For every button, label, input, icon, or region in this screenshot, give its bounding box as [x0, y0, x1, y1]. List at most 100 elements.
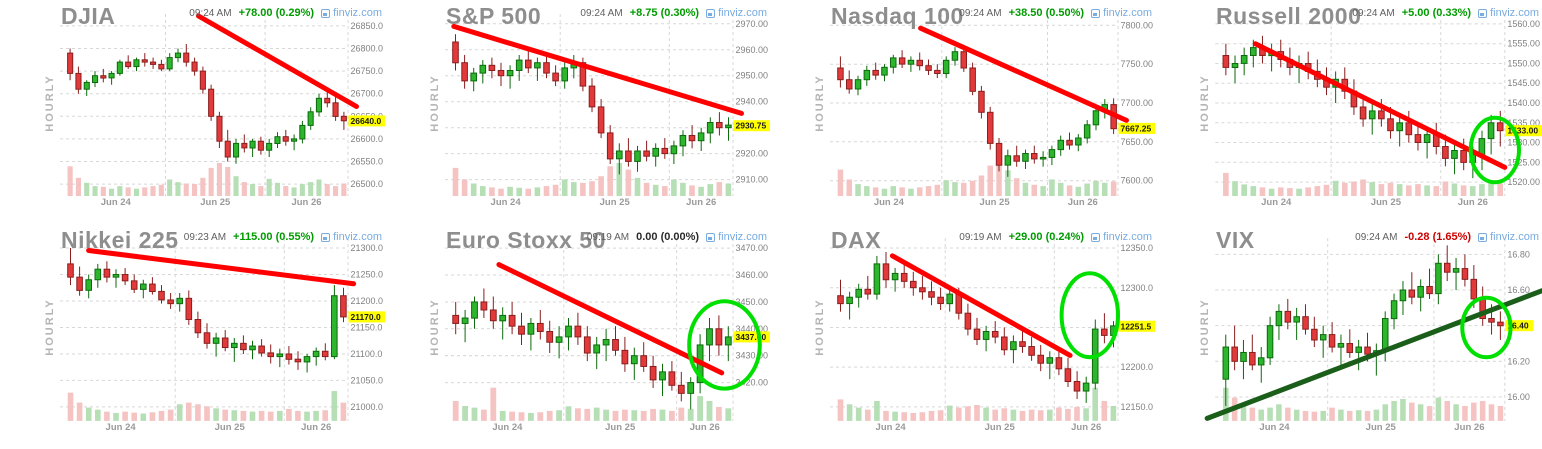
svg-text:2970.00: 2970.00	[736, 19, 769, 29]
quote-change: +38.50 (0.50%)	[1008, 7, 1085, 19]
price-chart[interactable]: 16.80 16.60 16.40 16.20 16.00 Jun 24 Jun 25 Jun…	[1155, 224, 1542, 449]
svg-text:3437.00: 3437.00	[736, 332, 767, 342]
quote-time: 09:24 AM	[1352, 7, 1395, 19]
svg-text:1533.00: 1533.00	[1507, 126, 1538, 136]
price-chart[interactable]: 21300.0 21250.0 21200.0 21150.0 21100.0 21050…	[0, 224, 385, 449]
svg-text:7800.00: 7800.00	[1121, 20, 1154, 30]
quote-time: 09:19 AM	[959, 231, 1002, 243]
svg-text:16.80: 16.80	[1507, 249, 1530, 259]
svg-text:21250.0: 21250.0	[351, 270, 384, 280]
timeframe-label: HOURLY	[429, 298, 441, 356]
svg-text:Jun 25: Jun 25	[200, 197, 231, 208]
finviz-link-label: finviz.com	[718, 231, 767, 243]
finviz-link[interactable]: finviz.com	[321, 7, 382, 19]
svg-text:3440.00: 3440.00	[736, 324, 769, 334]
price-chart[interactable]: 1560.00 1555.00 1550.00 1545.00 1540.00 1535.…	[1155, 0, 1542, 224]
svg-text:2920.00: 2920.00	[736, 149, 769, 159]
finviz-link[interactable]: finviz.com	[1091, 231, 1152, 243]
svg-text:21300.0: 21300.0	[351, 243, 384, 253]
svg-text:Jun 26: Jun 26	[1458, 197, 1488, 208]
finviz-icon	[1478, 8, 1488, 18]
svg-text:7700.00: 7700.00	[1121, 98, 1154, 108]
svg-text:Jun 26: Jun 26	[1068, 197, 1098, 208]
svg-text:3450.00: 3450.00	[736, 297, 769, 307]
svg-text:21050.0: 21050.0	[351, 375, 384, 385]
svg-text:26550.0: 26550.0	[351, 157, 384, 167]
chart-title: Euro Stoxx 50	[446, 227, 606, 253]
quote-header: 09:19 AM +29.00 (0.24%) finviz.com	[959, 231, 1152, 243]
timeframe-label: HOURLY	[44, 74, 56, 132]
quote-change: +29.00 (0.24%)	[1008, 231, 1085, 243]
finviz-icon	[1091, 8, 1101, 18]
svg-text:Jun 24: Jun 24	[106, 422, 137, 433]
quote-change: 0.00 (0.00%)	[636, 231, 700, 243]
timeframe-label: HOURLY	[1199, 298, 1211, 356]
quote-header: 09:24 AM +78.00 (0.29%) finviz.com	[189, 7, 382, 19]
chart-title: S&P 500	[446, 3, 542, 29]
finviz-icon	[321, 8, 331, 18]
svg-text:7750.00: 7750.00	[1121, 59, 1154, 69]
quote-header: 09:24 AM +8.75 (0.30%) finviz.com	[580, 7, 767, 19]
svg-text:21000.0: 21000.0	[351, 402, 384, 412]
svg-text:Jun 24: Jun 24	[492, 422, 523, 433]
svg-text:Jun 25: Jun 25	[985, 422, 1016, 433]
quote-change: +78.00 (0.29%)	[238, 7, 315, 19]
svg-text:12200.0: 12200.0	[1121, 362, 1154, 372]
highlight-circle	[687, 299, 762, 391]
svg-text:12251.5: 12251.5	[1121, 321, 1152, 331]
price-chart[interactable]: 7800.00 7750.00 7700.00 7650.00 7600.00 Jun 2…	[770, 0, 1155, 224]
finviz-link[interactable]: finviz.com	[1478, 7, 1539, 19]
svg-text:26750.0: 26750.0	[351, 66, 384, 76]
svg-text:26850.0: 26850.0	[351, 21, 384, 31]
svg-text:2940.00: 2940.00	[736, 97, 769, 107]
svg-text:Jun 24: Jun 24	[876, 422, 907, 433]
svg-text:21200.0: 21200.0	[351, 296, 384, 306]
svg-text:Jun 25: Jun 25	[215, 422, 246, 433]
svg-text:2910.00: 2910.00	[736, 175, 769, 185]
finviz-icon	[706, 8, 716, 18]
svg-text:1525.00: 1525.00	[1507, 157, 1540, 167]
quote-time: 09:24 AM	[1355, 231, 1398, 243]
svg-text:Jun 25: Jun 25	[1366, 422, 1397, 433]
finviz-link[interactable]: finviz.com	[706, 231, 767, 243]
chart-title: Nikkei 225	[61, 227, 179, 253]
svg-text:12300.0: 12300.0	[1121, 283, 1154, 293]
svg-text:1520.00: 1520.00	[1507, 177, 1540, 187]
chart-panel-spx: 2970.002960.002950.002940.002930.002920.…	[385, 0, 770, 224]
timeframe-label: HOURLY	[429, 74, 441, 132]
svg-text:1555.00: 1555.00	[1507, 39, 1540, 49]
svg-text:21100.0: 21100.0	[351, 349, 383, 359]
svg-text:Jun 25: Jun 25	[1371, 197, 1402, 208]
svg-text:1535.00: 1535.00	[1507, 118, 1540, 128]
quote-change: -0.28 (1.65%)	[1404, 231, 1472, 243]
price-chart[interactable]: 3470.00 3460.00 3450.00 3440.00 3430.00 3420.…	[385, 224, 770, 449]
svg-text:26640.0: 26640.0	[351, 116, 382, 126]
svg-text:Jun 26: Jun 26	[301, 422, 331, 433]
finviz-link[interactable]: finviz.com	[1091, 7, 1152, 19]
svg-text:26600.0: 26600.0	[351, 134, 384, 144]
price-chart[interactable]: 2970.002960.002950.002940.002930.002920.…	[385, 0, 770, 224]
price-chart[interactable]: 26850.026800.026750.026700.026650.026600…	[0, 0, 385, 224]
finviz-link[interactable]: finviz.com	[1478, 231, 1539, 243]
highlight-circle	[1468, 115, 1521, 185]
svg-text:Jun 24: Jun 24	[874, 197, 905, 208]
svg-text:2950.00: 2950.00	[736, 71, 769, 81]
finviz-link-label: finviz.com	[1490, 231, 1539, 243]
svg-text:1530.00: 1530.00	[1507, 138, 1540, 148]
svg-text:3430.00: 3430.00	[736, 351, 769, 361]
quote-header: 09:19 AM 0.00 (0.00%) finviz.com	[587, 231, 767, 243]
svg-text:7600.00: 7600.00	[1121, 176, 1154, 186]
svg-text:26500.0: 26500.0	[351, 179, 384, 189]
chart-title: DAX	[831, 227, 882, 253]
svg-text:26800.0: 26800.0	[351, 44, 384, 54]
quote-change: +8.75 (0.30%)	[629, 7, 700, 19]
svg-text:Jun 25: Jun 25	[600, 197, 631, 208]
quote-header: 09:24 AM +38.50 (0.50%) finviz.com	[959, 7, 1152, 19]
finviz-link[interactable]: finviz.com	[321, 231, 382, 243]
svg-text:3420.00: 3420.00	[736, 378, 769, 388]
timeframe-label: HOURLY	[1199, 74, 1211, 132]
finviz-link[interactable]: finviz.com	[706, 7, 767, 19]
